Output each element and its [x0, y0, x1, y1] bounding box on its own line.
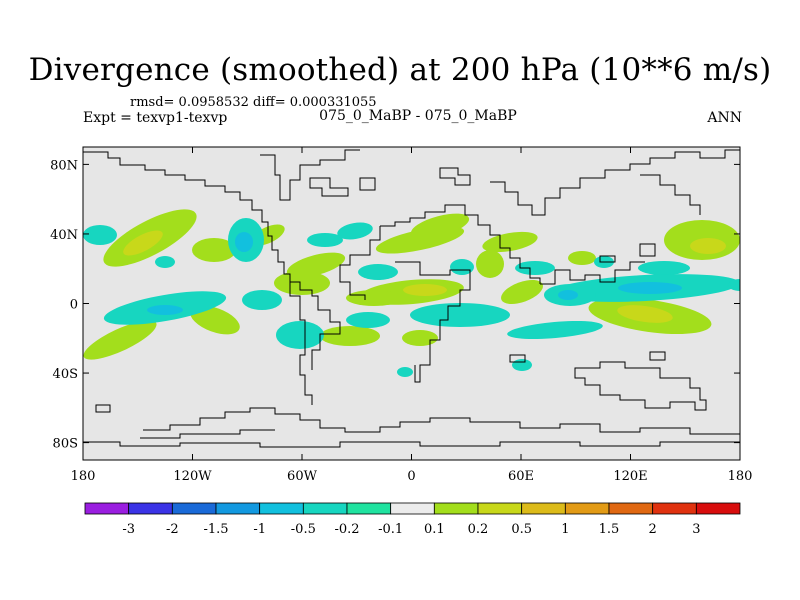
x-tick-label: 120W	[173, 469, 212, 484]
colorbar-label: -3	[122, 522, 135, 537]
colorbar-swatch	[171, 502, 217, 515]
colorbar-label: -1	[253, 522, 266, 537]
colorbar-swatch	[564, 502, 610, 515]
coastlines	[83, 149, 740, 448]
colorbar-label: -0.1	[378, 522, 403, 537]
x-tick-label: 60W	[287, 469, 318, 484]
stats-text: rmsd= 0.0958532 diff= 0.000331055	[130, 95, 377, 110]
x-tick-label: 180	[71, 469, 96, 484]
colorbar-swatch	[84, 502, 130, 515]
x-tick-label: 120E	[613, 469, 647, 484]
colorbar-swatch	[259, 502, 304, 515]
chart-title: Divergence (smoothed) at 200 hPa (10**6 …	[28, 52, 772, 88]
colorbar-swatch	[433, 502, 479, 515]
colorbar-label: -0.2	[334, 522, 359, 537]
colorbar-label: -1.5	[203, 522, 228, 537]
season-label: ANN	[707, 110, 742, 126]
colorbar-swatch	[215, 502, 261, 515]
colorbar-label: 3	[692, 522, 700, 537]
y-tick-label: 0	[70, 298, 78, 313]
colorbar-swatch	[390, 502, 435, 515]
colorbar-label: 0.2	[468, 522, 489, 537]
colorbar-swatch	[521, 502, 566, 515]
x-tick-label: 180	[728, 469, 753, 484]
negative-anomaly-blobs	[83, 218, 740, 377]
experiment-label: Expt = texvp1-texvp	[83, 110, 228, 126]
colorbar-label: -0.5	[291, 522, 316, 537]
colorbar-swatch	[128, 502, 173, 515]
colorbar-swatch	[608, 502, 654, 515]
x-tick-label: 0	[407, 469, 415, 484]
colorbar-swatch	[477, 502, 523, 515]
colorbar-label: 1.5	[599, 522, 620, 537]
colorbar-label: 0.1	[424, 522, 445, 537]
divergence-field	[83, 209, 740, 377]
y-tick-label: 80S	[53, 437, 78, 452]
colorbar-swatch	[346, 502, 392, 515]
center-label: 075_0_MaBP - 075_0_MaBP	[319, 108, 517, 124]
colorbar-swatch	[302, 502, 348, 515]
colorbar-swatch	[652, 502, 697, 515]
y-tick-label: 40N	[50, 228, 78, 243]
colorbar-label: 0.5	[511, 522, 532, 537]
colorbar-label: 1	[561, 522, 569, 537]
colorbar: -3 -2 -1.5 -1 -0.5 -0.2 -0.1 0.1 0.2 0.5 1 1.5 2 3	[84, 502, 741, 537]
y-tick-label: 80N	[50, 158, 78, 173]
positive-anomaly-blobs	[83, 209, 740, 360]
y-tick-label: 40S	[53, 367, 78, 382]
colorbar-swatch	[695, 502, 741, 515]
x-tick-label: 60E	[508, 469, 534, 484]
colorbar-label: -2	[166, 522, 179, 537]
colorbar-label: 2	[649, 522, 657, 537]
axes: 180 120W 60W 0 60E 120E 180 80N 40N 0 40S 80S	[50, 147, 752, 484]
